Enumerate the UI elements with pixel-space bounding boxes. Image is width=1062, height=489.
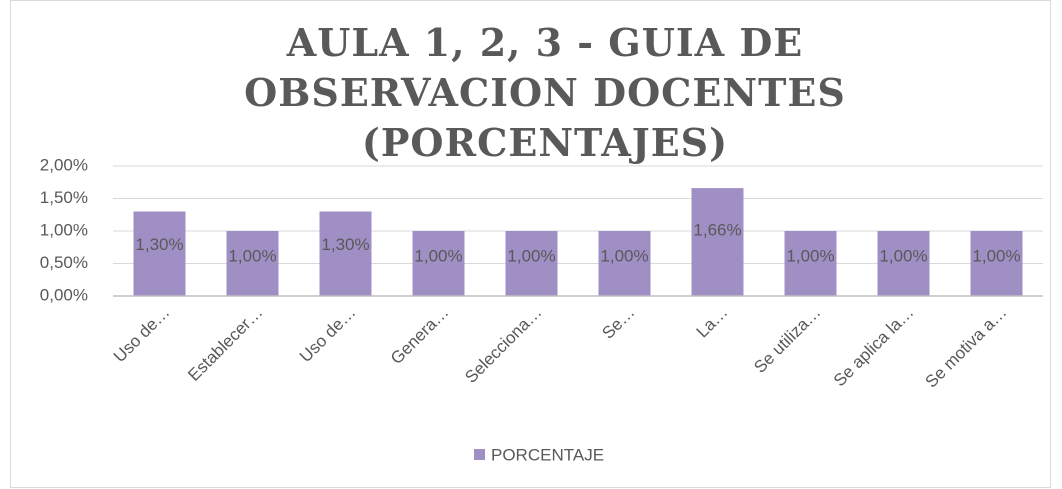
bar — [784, 231, 837, 296]
data-label: 1,00% — [228, 246, 276, 265]
y-tick-label: 1,00% — [40, 220, 88, 239]
y-tick-label: 0,50% — [40, 253, 88, 272]
data-label: 1,30% — [321, 235, 369, 254]
y-tick-label: 2,00% — [40, 155, 88, 174]
bar — [970, 231, 1023, 296]
legend-swatch — [474, 449, 485, 460]
data-label: 1,00% — [507, 246, 555, 265]
chart-title: AULA 1, 2, 3 - GUIA DE OBSERVACION DOCEN… — [244, 20, 846, 165]
data-label: 1,66% — [693, 221, 741, 240]
bar — [598, 231, 651, 296]
bar — [412, 231, 465, 296]
bar — [133, 211, 186, 296]
data-label: 1,00% — [414, 246, 462, 265]
data-label: 1,00% — [972, 246, 1020, 265]
y-tick-label: 1,50% — [40, 188, 88, 207]
data-label: 1,00% — [786, 246, 834, 265]
bar — [691, 188, 744, 296]
y-tick-label: 0,00% — [40, 285, 88, 304]
legend-label: PORCENTAJE — [491, 445, 604, 464]
data-label: 1,30% — [135, 235, 183, 254]
bar — [877, 231, 930, 296]
bar — [319, 211, 372, 296]
data-label: 1,00% — [879, 246, 927, 265]
data-label: 1,00% — [600, 246, 648, 265]
bar — [505, 231, 558, 296]
bar — [226, 231, 279, 296]
